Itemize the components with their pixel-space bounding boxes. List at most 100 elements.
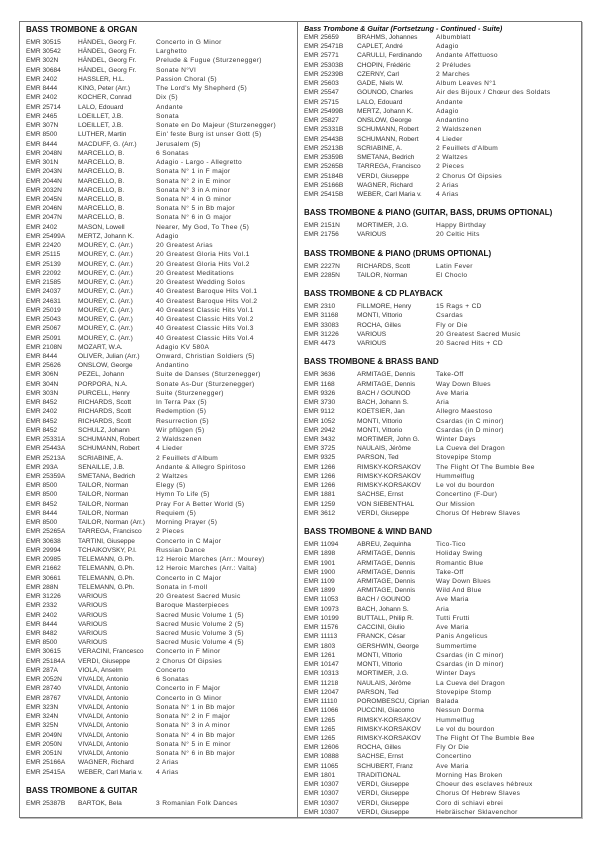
composer: SMETANA, Bedrich <box>357 154 415 162</box>
work-title: Ave Maria <box>436 389 469 397</box>
work-title: 20 Greatest Sacred Music <box>436 330 521 338</box>
catalog-number: EMR 307N <box>26 122 59 130</box>
catalog-number: EMR 28767 <box>26 694 61 702</box>
composer: VIVALDI, Antonio <box>78 740 129 748</box>
composer: SENAILLE, J.B. <box>78 463 125 471</box>
catalog-number: EMR 8452 <box>26 417 58 425</box>
work-title: Choeur des esclaves hébreux <box>436 781 533 789</box>
catalog-number: EMR 2285N <box>304 271 340 279</box>
catalog-number: EMR 8444 <box>26 85 58 93</box>
catalog-number: EMR 2402 <box>26 223 58 231</box>
catalog-number: EMR 25139 <box>26 260 61 268</box>
composer: PORPORA, N.A. <box>78 380 128 388</box>
composer: CACCINI, Giulio <box>357 624 405 632</box>
composer: VARIOUS <box>78 620 108 628</box>
composer: PUCCINI, Giacomo <box>357 707 415 715</box>
catalog-number: EMR 25827 <box>304 117 339 125</box>
work-title: Hebräischer Sklavenchor <box>436 808 518 816</box>
composer: TAILOR, Norman <box>357 271 408 279</box>
catalog-row: EMR 8482 VARIOUS Sacred Music Volume 3 (5) <box>26 629 298 638</box>
work-title: Take-Off <box>436 568 464 576</box>
composer: ARMITAGE, Dennis <box>357 559 416 567</box>
work-title: 20 Greatest Wedding Solos <box>156 279 246 287</box>
work-title: Sonata N° 1 in F major <box>156 168 231 176</box>
work-title: 2 Marches <box>436 70 470 78</box>
catalog-row: EMR 2942 MONTI, Vittorio Csardas (in D min… <box>304 426 581 435</box>
composer: MONTI, Vittorio <box>357 651 403 659</box>
catalog-row: EMR 25019 MOUREY, C. (Arr.) 40 Greatest Cl… <box>26 306 298 315</box>
composer: SCHUBERT, Franz <box>357 762 413 770</box>
composer: VERDI, Giuseppe <box>357 790 410 798</box>
catalog-number: EMR 1265 <box>304 735 336 742</box>
catalog-row: EMR 2032N MARCELLO, B. Sonata N° 3 in A mi… <box>26 186 298 195</box>
work-title: Ave Maria <box>436 624 469 632</box>
catalog-number: EMR 1265 <box>304 725 336 733</box>
catalog-row: EMR 301N MARCELLO, B. Adagio - Largo - All… <box>26 158 298 167</box>
catalog-number: EMR 2049N <box>26 731 62 739</box>
catalog-row: EMR 25139 MOUREY, C. (Arr.) 20 Greatest Gl… <box>26 260 298 269</box>
catalog-row: EMR 2402 MASON, Lowell Nearer, My God, To … <box>26 223 298 232</box>
section-heading: BASS TROMBONE & GUITAR <box>26 785 138 795</box>
catalog-number: EMR 25265A <box>26 528 66 536</box>
catalog-number: EMR 25626 <box>26 362 61 370</box>
catalog-row: EMR 25331B SCHUMANN, Robert 2 Waldszenen <box>304 125 581 134</box>
work-title: Csardas (in C minor) <box>436 417 504 425</box>
composer: VIOLA, Anselm <box>78 666 123 674</box>
catalog-number: EMR 31168 <box>304 312 339 320</box>
work-title: Chorus Of Hebrew Slaves <box>436 790 521 798</box>
catalog-row: EMR 25184B VERDI, Giuseppe 2 Chorus Of Gip… <box>304 172 581 181</box>
composer: MOUREY, C. (Arr.) <box>78 279 133 287</box>
catalog-row: EMR 25091 MOUREY, C. (Arr.) 40 Greatest Cl… <box>26 334 298 343</box>
catalog-number: EMR 22092 <box>26 269 61 277</box>
catalog-number: EMR 323N <box>26 703 59 711</box>
section-heading: BASS TROMBONE & BRASS BAND <box>304 357 439 367</box>
catalog-number: EMR 10307 <box>304 790 339 798</box>
work-title: 4 Arias <box>156 768 179 776</box>
catalog-row: EMR 1803 GERSHWIN, George Summertime <box>304 642 581 651</box>
catalog-number: EMR 9325 <box>304 454 336 462</box>
composer: TRADITIONAL <box>357 771 401 779</box>
catalog-number: EMR 9112 <box>304 408 335 416</box>
catalog-number: EMR 2051N <box>26 750 62 758</box>
catalog-row: EMR 11094 ABREU, Zequinha Tico-Tico <box>304 540 581 549</box>
composer: GOUNOD, Charles <box>357 89 414 97</box>
catalog-number: EMR 2043N <box>26 168 62 176</box>
composer: VARIOUS <box>78 602 108 610</box>
composer: MORTIMER, J.G. <box>357 222 409 230</box>
catalog-row: EMR 8500 TAILOR, Norman Elegy (5) <box>26 481 298 490</box>
catalog-number: EMR 303N <box>26 389 59 397</box>
work-title: Andante & Allegro Spiritoso <box>156 463 246 471</box>
composer: SACHSE, Ernst <box>357 753 404 761</box>
composer: GADE, Niels W. <box>357 80 404 88</box>
catalog-row: EMR 303N PURCELL, Henry Suite (Sturzenegge… <box>26 389 298 398</box>
catalog-number: EMR 1803 <box>304 642 336 650</box>
work-title: Hymn To Life (5) <box>156 491 210 499</box>
catalog-number: EMR 3612 <box>304 509 336 517</box>
work-title: Sacred Music Volume 3 (5) <box>156 630 244 637</box>
work-title: Passion Choral (5) <box>156 75 217 83</box>
composer: TELEMANN, G.Ph. <box>78 574 135 582</box>
composer: MONTI, Vittorio <box>357 661 403 669</box>
composer: BACH, Johann S. <box>357 399 409 407</box>
catalog-number: EMR 324N <box>26 713 59 721</box>
catalog-number: EMR 25415B <box>304 190 344 198</box>
catalog-number: EMR 2402 <box>26 94 58 102</box>
work-title: Tutti Frutti <box>436 614 470 622</box>
catalog-number: EMR 2032N <box>26 186 62 194</box>
catalog-number: EMR 2227N <box>304 262 340 270</box>
catalog-number: EMR 8500 <box>26 639 58 647</box>
catalog-row: EMR 25415B WEBER, Carl Maria v. 4 Arias <box>304 190 581 199</box>
catalog-row: EMR 25547 GOUNOD, Charles Air des Bijoux /… <box>304 88 581 97</box>
work-title: Elegy (5) <box>156 482 186 490</box>
catalog-number: EMR 1266 <box>304 472 336 480</box>
composer: FILLMORE, Henry <box>357 303 412 311</box>
work-title: Sonata N° 3 in A minor <box>156 722 231 730</box>
catalog-row: EMR 2402 RICHARDS, Scott Redemption (5) <box>26 407 298 416</box>
composer: ARMITAGE, Dennis <box>357 587 416 595</box>
catalog-number: EMR 25415A <box>26 768 66 776</box>
catalog-number: EMR 8452 <box>26 426 58 434</box>
composer: VON SIEBENTHAL <box>357 500 415 508</box>
catalog-row: EMR 9112 KOETSIER, Jan Allegro Maestoso <box>304 407 581 416</box>
composer: VARIOUS <box>78 639 108 647</box>
work-title: Requiem (5) <box>156 509 197 517</box>
